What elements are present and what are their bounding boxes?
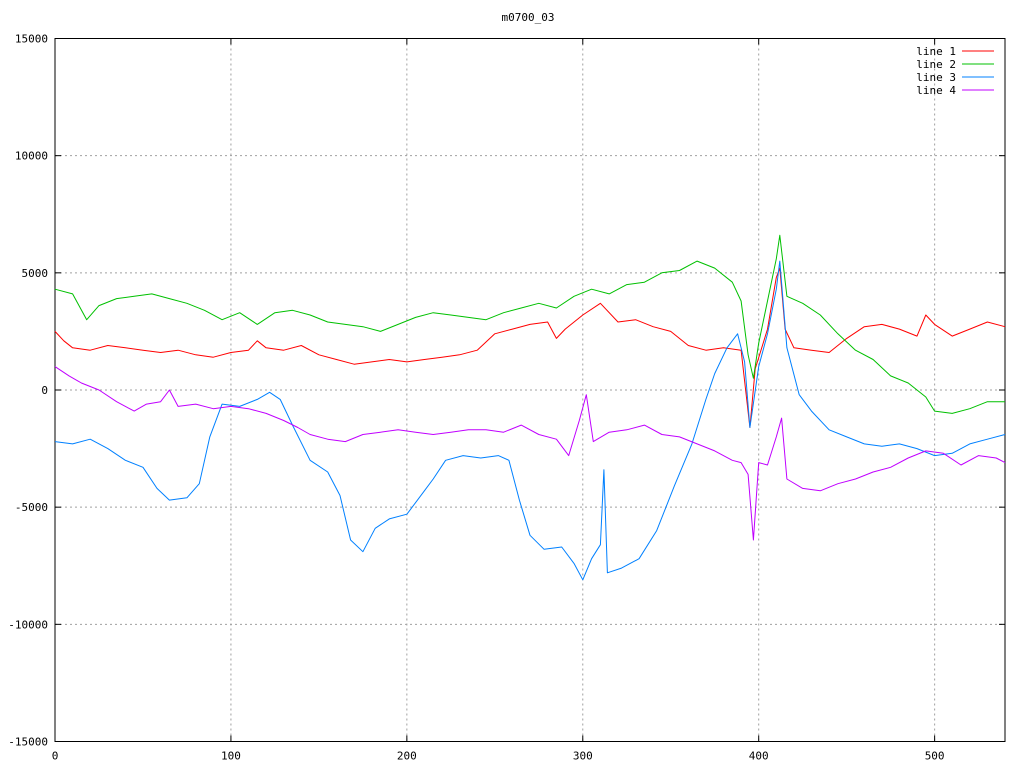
x-tick-label: 400 (749, 750, 769, 763)
grid-lines (55, 38, 1005, 742)
y-tick-label: -10000 (8, 618, 48, 631)
y-tick-label: -5000 (15, 501, 48, 514)
legend-label-4: line 4 (916, 84, 956, 97)
x-tick-label: 500 (925, 750, 945, 763)
x-tick-label: 100 (221, 750, 241, 763)
series-line-2 (54, 234, 1005, 414)
series-lines (54, 234, 1006, 581)
x-tick-label: 200 (397, 750, 417, 763)
y-tick-label: 10000 (15, 150, 48, 163)
y-tick-label: 0 (41, 384, 48, 397)
y-tick-label: 5000 (22, 267, 49, 280)
series-line-3 (54, 260, 1006, 581)
series-line-1 (54, 267, 1006, 428)
legend-label-3: line 3 (916, 71, 956, 84)
y-tick-label: -15000 (8, 736, 48, 749)
legend-label-2: line 2 (916, 58, 956, 71)
y-axis: -15000 -10000 -5000 0 5000 10000 15000 (8, 33, 1005, 749)
legend-label-1: line 1 (916, 45, 956, 58)
series-line-4 (54, 366, 1006, 541)
y-tick-label: 15000 (15, 33, 48, 46)
x-axis: 0 100 200 300 400 500 (52, 38, 945, 763)
x-tick-label: 0 (52, 750, 59, 763)
chart-title: m0700_03 (502, 11, 555, 24)
x-tick-label: 300 (573, 750, 593, 763)
